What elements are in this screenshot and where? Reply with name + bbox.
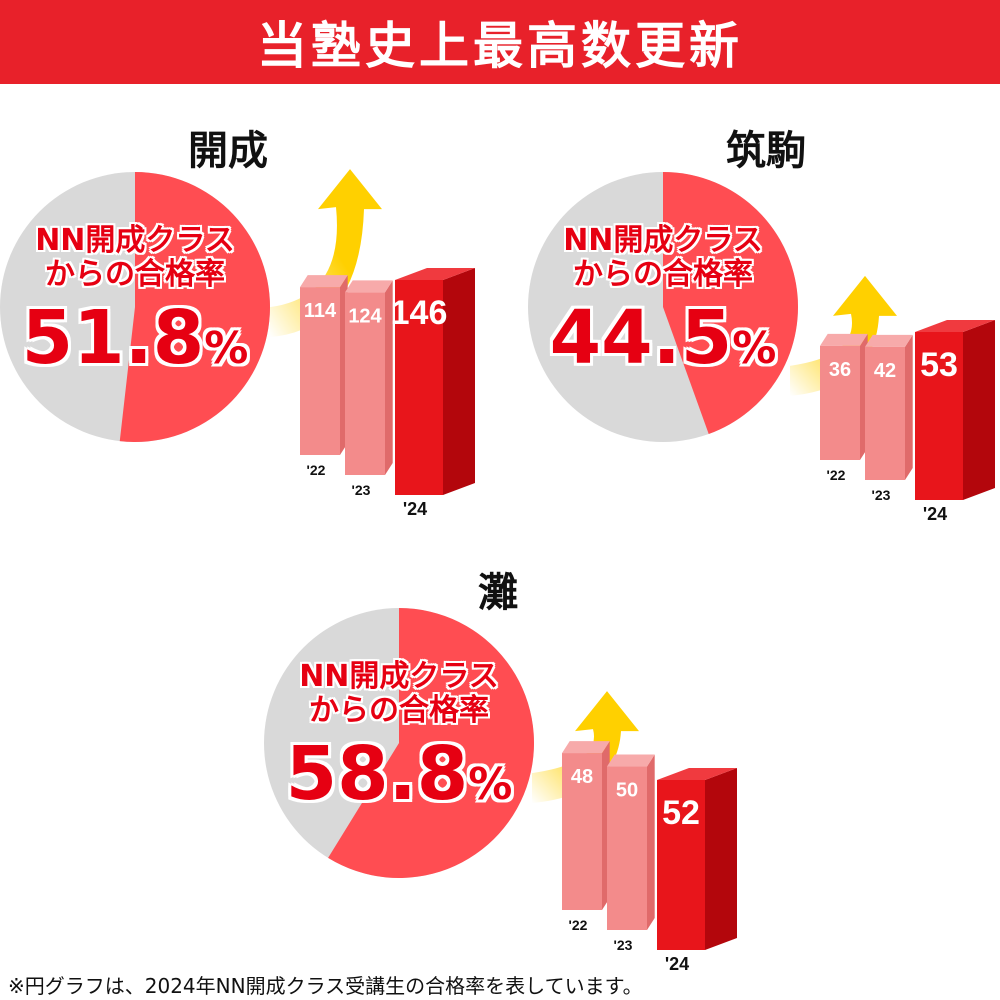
bar-'24 xyxy=(915,332,963,500)
bar-value-label: 114 xyxy=(304,300,337,322)
bar-top-'22 xyxy=(300,275,348,288)
bar-category-label: '22 xyxy=(569,917,588,933)
pie-slice-rate xyxy=(119,172,271,443)
bar-value-label: 146 xyxy=(391,294,448,332)
bar-'22 xyxy=(300,287,340,455)
bar-top-'24 xyxy=(915,320,995,332)
bar-category-label: '23 xyxy=(352,482,371,498)
bar-'22 xyxy=(820,345,860,460)
bar-'22 xyxy=(562,753,602,910)
bar-value-label: 124 xyxy=(348,305,382,327)
bar-top-'23 xyxy=(345,280,393,293)
bar-'24 xyxy=(395,280,443,495)
banner-title: 当塾史上最高数更新 xyxy=(257,17,743,75)
bar-category-label: '24 xyxy=(665,954,689,974)
bar-chart-tsukukoma: 36 '22 42 '23 53 '24 xyxy=(790,275,995,524)
bar-side-'24 xyxy=(705,768,737,950)
header-banner: 当塾史上最高数更新 xyxy=(0,0,1000,84)
bar-'23 xyxy=(345,292,385,475)
school-title-nada: 灘 xyxy=(478,570,518,616)
school-title-tsukukoma: 筑駒 xyxy=(726,128,806,174)
growth-arrow-icon xyxy=(532,691,639,804)
bar-value-label: 36 xyxy=(829,359,851,381)
growth-arrow-icon xyxy=(270,169,382,338)
bar-category-label: '24 xyxy=(403,499,427,519)
bar-'23 xyxy=(607,766,647,930)
bar-'24 xyxy=(657,780,705,950)
bar-value-label: 52 xyxy=(662,794,700,832)
bar-category-label: '22 xyxy=(307,462,326,478)
pie-chart-kaisei: NN開成クラス からの合格率 51.8% xyxy=(0,172,271,443)
bar-value-label: 50 xyxy=(616,780,638,802)
bar-value-label: 42 xyxy=(874,360,896,382)
bar-side-'23 xyxy=(385,280,393,475)
pie-svg-tsukukoma xyxy=(528,172,798,442)
bar-top-'24 xyxy=(657,768,737,780)
bar-category-label: '24 xyxy=(923,504,947,524)
growth-arrow-icon xyxy=(790,275,897,396)
bar-top-'24 xyxy=(395,268,475,280)
bar-top-'22 xyxy=(820,333,868,346)
bar-chart-kaisei: 114 '22 124 '23 146 '24 xyxy=(270,169,475,519)
bar-side-'23 xyxy=(647,754,655,930)
bar-top-'23 xyxy=(607,754,655,767)
pie-svg-kaisei xyxy=(0,172,271,443)
bar-chart-nada: 48 '22 50 '23 52 '24 xyxy=(532,691,737,974)
bar-value-label: 53 xyxy=(920,346,958,384)
school-title-kaisei: 開成 xyxy=(188,128,268,174)
bar-'23 xyxy=(865,346,905,480)
pie-chart-nada: NN開成クラス からの合格率 58.8% xyxy=(264,608,534,878)
footnote: ※円グラフは、2024年NN開成クラス受講生の合格率を表しています。 xyxy=(8,974,643,998)
bar-side-'23 xyxy=(905,334,913,480)
bar-category-label: '23 xyxy=(872,487,891,503)
bar-top-'23 xyxy=(865,334,913,347)
bar-side-'24 xyxy=(443,268,475,495)
bar-side-'24 xyxy=(963,320,995,500)
pie-slice-rate xyxy=(663,172,798,435)
bar-category-label: '23 xyxy=(614,937,633,953)
bar-category-label: '22 xyxy=(827,467,846,483)
pie-chart-tsukukoma: NN開成クラス からの合格率 44.5% xyxy=(528,172,798,442)
bar-top-'22 xyxy=(562,741,610,754)
pie-svg-nada xyxy=(264,608,534,878)
bar-value-label: 48 xyxy=(571,766,593,788)
pie-slice-rate xyxy=(328,608,534,878)
